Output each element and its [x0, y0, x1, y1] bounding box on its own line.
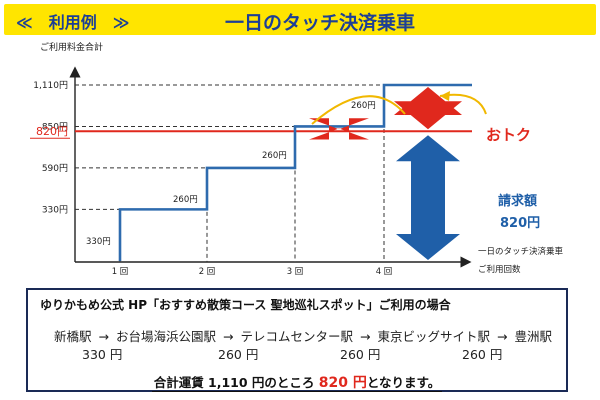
- station-list: 新橋駅 → お台場海浜公園駅 → テレコムセンター駅 → 東京ビッグサイト駅 → 豊洲駅: [54, 326, 552, 345]
- billed-amount: 820円: [500, 216, 540, 231]
- segment-fare: 260 円: [218, 347, 259, 362]
- total-fare-note: 合計運賃 1,110 円のところ 820 円となります。: [28, 372, 566, 392]
- y-tick-label: 330円: [42, 204, 68, 215]
- increment-label: 330円: [86, 237, 111, 247]
- page-title: 一日のタッチ決済乗車: [224, 12, 415, 34]
- y-axis-label: ご利用料金合計: [40, 41, 103, 53]
- station-name: 新橋駅: [54, 329, 92, 344]
- total-suffix: となります。: [366, 375, 441, 390]
- increment-label: 260円: [173, 195, 198, 205]
- usage-example-label: ≪ 利用例 ≫: [16, 13, 130, 32]
- total-prefix: 合計運賃 1,110 円のところ: [153, 375, 315, 390]
- x-tick-label: 1 回: [112, 267, 129, 277]
- segment-fare: 260 円: [340, 347, 381, 362]
- segment-fare: 330 円: [82, 347, 123, 362]
- x-axis-label-bottom: ご利用回数: [478, 264, 521, 275]
- x-tick-label: 3 回: [287, 267, 304, 277]
- savings-arrow-3rd: [309, 118, 369, 140]
- billed-amount-arrow: [396, 135, 460, 260]
- cap-label: 820円: [36, 125, 68, 138]
- station-name: 豊洲駅: [514, 329, 553, 344]
- savings-label: おトク: [486, 126, 531, 144]
- increment-label: 260円: [262, 151, 287, 161]
- savings-arrow-4th: [394, 87, 462, 130]
- header-banner: ≪ 利用例 ≫ 一日のタッチ決済乗車: [4, 4, 596, 35]
- y-tick-label: 1,110円: [33, 80, 68, 91]
- y-tick-label: 850円: [42, 121, 68, 132]
- arc-arrowhead-icon: [440, 91, 450, 101]
- x-tick-label: 4 回: [376, 267, 393, 277]
- arrow-icon: →: [223, 329, 234, 344]
- station-name: テレコムセンター駅: [240, 329, 354, 344]
- arrow-icon: →: [360, 329, 371, 344]
- total-amount: 820 円: [318, 375, 367, 391]
- station-name: お台場海浜公園駅: [116, 329, 217, 344]
- route-title: ゆりかもめ公式 HP「おすすめ散策コース 聖地巡礼スポット」ご利用の場合: [40, 298, 451, 312]
- y-tick-label: 590円: [42, 163, 68, 174]
- segment-fare: 260 円: [462, 347, 503, 362]
- arrow-icon: →: [98, 329, 109, 344]
- station-name: 東京ビッグサイト駅: [377, 329, 491, 344]
- arrow-icon: →: [497, 329, 508, 344]
- x-axis-label-top: 一日のタッチ決済乗車: [478, 246, 564, 257]
- increment-label: 260円: [351, 101, 376, 111]
- x-tick-label: 2 回: [199, 267, 216, 277]
- billed-label: 請求額: [498, 193, 537, 209]
- savings-arc: [311, 95, 406, 125]
- route-example-box: ゆりかもめ公式 HP「おすすめ散策コース 聖地巡礼スポット」ご利用の場合 新橋駅…: [26, 288, 568, 392]
